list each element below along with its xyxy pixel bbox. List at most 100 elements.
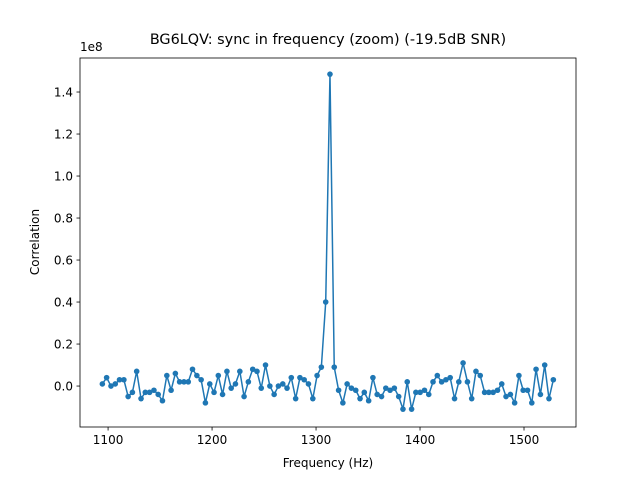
point [550, 376, 557, 383]
point [456, 379, 462, 385]
point [232, 381, 239, 387]
x-tick-label: 1500 [509, 433, 540, 447]
point [340, 400, 346, 406]
point [468, 395, 475, 402]
point [374, 391, 380, 398]
point [297, 374, 303, 381]
point [202, 400, 209, 406]
point [172, 370, 179, 377]
point [146, 389, 153, 396]
point [533, 366, 539, 373]
point [516, 372, 522, 379]
point [249, 366, 256, 373]
x-tick-label: 1300 [301, 433, 332, 447]
point [181, 379, 187, 385]
point [189, 366, 196, 373]
point [125, 393, 131, 400]
y-tick-label: 0.2 [54, 338, 73, 352]
chart-title: BG6LQV: sync in frequency (zoom) (-19.5d… [150, 32, 506, 48]
point [331, 364, 338, 370]
point [103, 374, 110, 381]
point [284, 385, 290, 391]
point [344, 381, 350, 387]
point [138, 395, 144, 402]
point [503, 393, 509, 400]
y-tick-label: 0.4 [54, 296, 73, 310]
point [258, 385, 265, 391]
point [129, 389, 136, 396]
point [310, 395, 316, 402]
point [511, 400, 518, 406]
point [486, 389, 492, 396]
point [164, 372, 170, 379]
point [541, 362, 548, 368]
point [176, 379, 183, 385]
point [262, 362, 269, 368]
point [241, 393, 247, 400]
y-tick-label: 1.0 [54, 170, 73, 184]
point [292, 395, 299, 402]
x-tick-label: 1100 [93, 433, 124, 447]
point [365, 397, 372, 404]
point [275, 383, 282, 389]
point [314, 372, 320, 379]
point [271, 391, 277, 398]
point [430, 379, 436, 385]
point [425, 391, 432, 398]
point [237, 368, 243, 375]
point [318, 364, 325, 370]
point [267, 383, 273, 389]
point [395, 393, 402, 400]
point [546, 395, 552, 402]
x-tick-label: 1400 [405, 433, 436, 447]
point [116, 376, 123, 383]
point [224, 368, 230, 375]
point [537, 391, 544, 398]
point [378, 393, 385, 400]
point [481, 389, 488, 396]
y-offset-label: 1e8 [80, 40, 103, 54]
point [357, 395, 363, 402]
point [352, 387, 359, 394]
point [460, 360, 466, 366]
point [494, 387, 501, 394]
point [464, 379, 471, 385]
y-tick-label: 0.8 [54, 212, 73, 226]
y-axis-label: Correlation [28, 209, 42, 275]
y-tick-label: 0.0 [54, 380, 73, 394]
point [142, 389, 149, 396]
point [434, 372, 441, 379]
point [421, 387, 428, 394]
point [168, 387, 174, 394]
point [322, 299, 329, 305]
plot-frame [79, 57, 577, 428]
point [438, 379, 445, 385]
y-tick-label: 0.6 [54, 254, 73, 268]
point [498, 381, 505, 387]
point [198, 376, 204, 383]
point [151, 387, 157, 394]
point [473, 368, 479, 375]
point [206, 381, 213, 387]
point [507, 391, 514, 398]
point [112, 381, 119, 387]
point [408, 406, 415, 412]
point [524, 387, 531, 394]
point [413, 389, 419, 396]
point [99, 381, 106, 387]
point [529, 400, 535, 406]
point [288, 374, 295, 381]
point [245, 379, 252, 385]
point [387, 387, 393, 394]
y-tick-label: 1.2 [54, 128, 73, 142]
point [447, 374, 453, 381]
point [443, 376, 449, 383]
x-axis-label: Frequency (Hz) [283, 456, 374, 470]
point [254, 368, 260, 375]
point [301, 376, 307, 383]
point [219, 391, 226, 398]
point [400, 406, 406, 412]
point [133, 368, 140, 375]
x-tick-label: 1200 [197, 433, 228, 447]
point [108, 383, 114, 389]
